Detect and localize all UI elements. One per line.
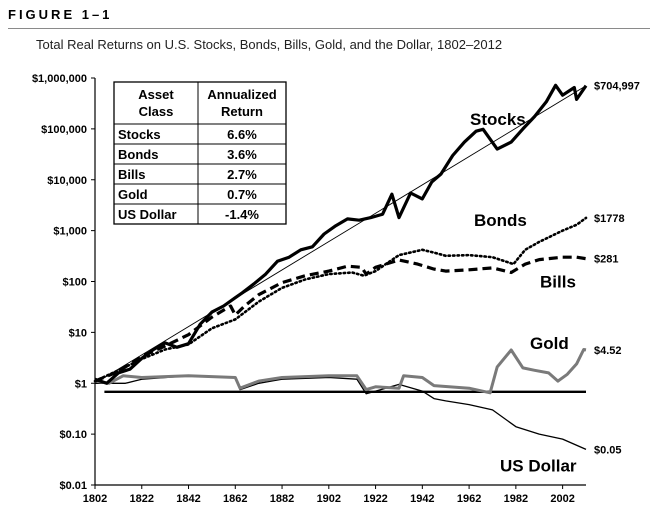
returns-table <box>113 81 287 225</box>
x-tick-label: 1902 <box>317 493 341 505</box>
trend-line <box>94 85 587 384</box>
gold-series-line <box>94 348 587 395</box>
x-tick-label: 1882 <box>270 493 294 505</box>
table-cell-asset: Stocks <box>118 127 161 142</box>
stocks-end-label: $704,997 <box>594 81 640 93</box>
dollar-label: US Dollar <box>500 456 577 475</box>
y-tick-label: $10,000 <box>47 175 87 187</box>
bonds-series-line <box>93 216 588 383</box>
x-tick-label: 1962 <box>457 493 481 505</box>
x-tick-label: 1822 <box>130 493 154 505</box>
bills-end-label: $281 <box>594 254 618 266</box>
x-tick-label: 1862 <box>223 493 247 505</box>
table-header-cell: Class <box>139 104 174 119</box>
y-tick-label: $0.01 <box>59 480 87 492</box>
x-tick-label: 1942 <box>410 493 434 505</box>
y-tick-label: $0.10 <box>59 429 87 441</box>
table-cell-return: 2.7% <box>227 167 257 182</box>
table-cell-asset: Bills <box>118 167 145 182</box>
table-header-cell: Asset <box>138 87 174 102</box>
gold-label: Gold <box>530 334 569 353</box>
x-tick-label: 1982 <box>504 493 528 505</box>
table-cell-return: 0.7% <box>227 187 257 202</box>
y-tick-label: $100,000 <box>41 124 87 136</box>
table-cell-asset: Bonds <box>118 147 158 162</box>
y-tick-label: $1,000 <box>53 226 87 238</box>
figure-caption: Total Real Returns on U.S. Stocks, Bonds… <box>36 37 503 52</box>
bills-label: Bills <box>540 273 576 292</box>
table-cell-return: 6.6% <box>227 127 257 142</box>
table-header-cell: Annualized <box>207 87 276 102</box>
x-tick-label: 1802 <box>83 493 107 505</box>
stocks-series-line <box>94 83 588 385</box>
bills-series-line <box>94 255 587 383</box>
table-cell-return: 3.6% <box>227 147 257 162</box>
us-dollar-end-label: $0.05 <box>594 444 622 456</box>
x-tick-label: 2002 <box>550 493 574 505</box>
bonds-label: Bonds <box>474 211 527 230</box>
table-cell-return: -1.4% <box>225 207 259 222</box>
gold-end-label: $4.52 <box>594 345 622 357</box>
y-tick-label: $1,000,000 <box>32 73 87 85</box>
x-tick-label: 1842 <box>176 493 200 505</box>
table-header-cell: Return <box>221 104 263 119</box>
x-tick-label: 1922 <box>363 493 387 505</box>
us-dollar-series-line <box>95 375 587 450</box>
y-tick-label: $1 <box>75 378 87 390</box>
figure-rule <box>8 28 650 29</box>
y-tick-label: $10 <box>69 327 87 339</box>
y-tick-label: $100 <box>63 277 87 289</box>
figure-label: FIGURE 1–1 <box>8 7 113 22</box>
stocks-label: Stocks <box>470 110 526 129</box>
bonds-end-label: $1778 <box>594 213 625 225</box>
table-cell-asset: Gold <box>118 187 148 202</box>
table-cell-asset: US Dollar <box>118 207 177 222</box>
